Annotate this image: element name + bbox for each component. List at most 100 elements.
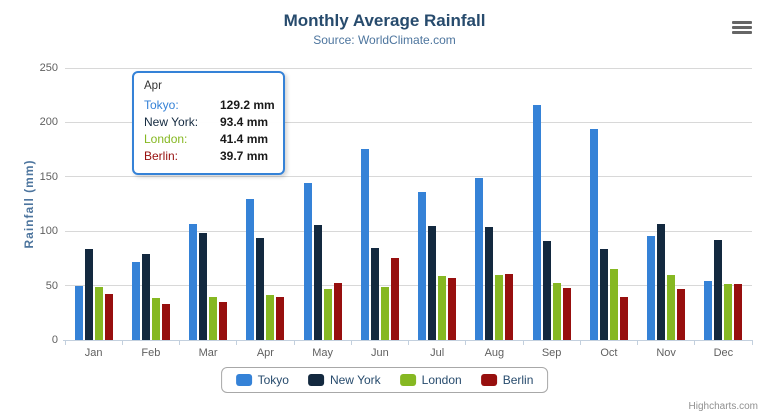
legend-item-london[interactable]: London: [399, 373, 462, 387]
bar-tokyo-feb[interactable]: [131, 262, 140, 340]
bar-new-york-feb[interactable]: [141, 254, 150, 340]
hamburger-icon: [732, 26, 752, 29]
bar-berlin-jan[interactable]: [104, 293, 113, 340]
bar-new-york-jan[interactable]: [84, 249, 93, 340]
y-axis-tick-label: 200: [39, 116, 58, 129]
bar-berlin-may[interactable]: [333, 282, 342, 340]
x-axis-tick: [179, 340, 180, 345]
tooltip-row: New York: 93.4 mm: [144, 114, 273, 131]
gridline: [65, 121, 752, 123]
x-axis-label-dec: Dec: [713, 347, 734, 359]
bar-group-jan: [65, 68, 122, 340]
x-axis-label-oct: Oct: [600, 347, 618, 359]
x-axis-line: [63, 339, 752, 341]
y-axis-tick-label: 50: [45, 279, 58, 292]
x-axis-label-nov: Nov: [656, 347, 676, 359]
tooltip-series-label: Berlin:: [144, 149, 179, 163]
bar-berlin-feb[interactable]: [161, 303, 170, 340]
legend-swatch-icon: [307, 374, 324, 386]
bar-london-mar[interactable]: [209, 297, 218, 340]
legend-item-berlin[interactable]: Berlin: [480, 373, 533, 387]
tooltip-series-label: Tokyo:: [144, 98, 179, 112]
bar-tokyo-nov[interactable]: [647, 236, 656, 340]
y-axis-tick-label: 100: [39, 225, 58, 238]
bar-new-york-nov[interactable]: [657, 224, 666, 340]
bar-group-jul: [409, 68, 466, 340]
bar-group-apr: [237, 68, 294, 340]
bar-tokyo-jan[interactable]: [74, 285, 83, 340]
bar-london-dec[interactable]: [724, 284, 733, 340]
bar-new-york-jul[interactable]: [428, 225, 437, 340]
gridline: [65, 67, 752, 69]
bar-new-york-oct[interactable]: [599, 249, 608, 340]
tooltip-series-value: 129.2 mm: [220, 98, 275, 112]
credits-link[interactable]: Highcharts.com: [688, 401, 758, 412]
x-axis-tick: [465, 340, 467, 345]
bar-new-york-jun[interactable]: [370, 248, 379, 340]
bar-tokyo-sep[interactable]: [532, 104, 541, 340]
y-axis-tick-label: 0: [51, 334, 58, 346]
tooltip-row: Tokyo: 129.2 mm: [144, 97, 275, 114]
bar-london-jan[interactable]: [94, 286, 103, 340]
gridline: [65, 230, 752, 232]
legend-item-tokyo[interactable]: Tokyo: [235, 373, 289, 387]
x-axis-label-mar: Mar: [198, 347, 218, 359]
legend-swatch-icon: [480, 374, 497, 386]
x-axis-tick: [637, 340, 638, 345]
bar-london-jul[interactable]: [438, 275, 447, 340]
bar-berlin-oct[interactable]: [619, 297, 628, 340]
tooltip: Apr Tokyo: 129.2 mm New York: 93.4 mm London…: [132, 71, 285, 175]
bar-tokyo-oct[interactable]: [589, 128, 598, 340]
bar-new-york-sep[interactable]: [542, 240, 551, 340]
bar-berlin-nov[interactable]: [677, 289, 686, 340]
bar-berlin-jul[interactable]: [448, 277, 457, 340]
x-axis-tick: [121, 340, 123, 345]
bar-tokyo-mar[interactable]: [189, 224, 198, 340]
bar-london-nov[interactable]: [667, 275, 676, 340]
bar-berlin-apr[interactable]: [276, 296, 285, 340]
x-axis-tick: [579, 340, 581, 345]
bar-london-oct[interactable]: [609, 269, 618, 340]
bar-new-york-may[interactable]: [313, 224, 322, 340]
bar-london-apr[interactable]: [266, 294, 275, 340]
legend-label: London: [421, 373, 462, 387]
bar-berlin-jun[interactable]: [390, 257, 399, 340]
x-axis-tick: [522, 340, 524, 345]
bar-group-aug: [466, 68, 523, 340]
bar-tokyo-aug[interactable]: [475, 178, 484, 340]
bar-new-york-aug[interactable]: [485, 226, 494, 340]
hamburger-icon: [732, 31, 752, 34]
bar-london-may[interactable]: [323, 288, 332, 340]
page-title: Monthly Average Rainfall: [283, 11, 486, 30]
bar-berlin-dec[interactable]: [734, 284, 743, 340]
bar-berlin-sep[interactable]: [562, 288, 571, 340]
bar-new-york-apr[interactable]: [256, 238, 265, 340]
bar-berlin-mar[interactable]: [219, 302, 228, 340]
bar-tokyo-apr[interactable]: [246, 199, 255, 340]
y-axis-tick-label: 250: [39, 62, 58, 74]
legend-item-new-york[interactable]: New York: [307, 373, 381, 387]
bar-new-york-mar[interactable]: [199, 232, 208, 340]
hamburger-icon: [732, 21, 752, 24]
bar-tokyo-jun[interactable]: [360, 148, 369, 340]
bar-london-aug[interactable]: [495, 275, 504, 340]
bar-london-jun[interactable]: [380, 287, 389, 340]
bar-group-sep: [523, 68, 580, 340]
bar-group-mar: [180, 68, 237, 340]
tooltip-series-value: 93.4 mm: [220, 115, 269, 129]
bar-london-sep[interactable]: [552, 283, 561, 340]
bar-group-dec: [695, 68, 752, 340]
bar-tokyo-may[interactable]: [303, 183, 312, 340]
x-axis-label-jul: Jul: [430, 347, 445, 359]
x-axis-label-apr: Apr: [256, 347, 274, 359]
context-menu-button[interactable]: [732, 21, 752, 36]
legend: Tokyo New York London Berlin: [220, 367, 549, 393]
bar-tokyo-dec[interactable]: [704, 280, 713, 340]
tooltip-series-value: 39.7 mm: [220, 149, 269, 163]
bar-tokyo-jul[interactable]: [418, 192, 427, 340]
bar-london-feb[interactable]: [151, 297, 160, 340]
x-axis-label-may: May: [312, 347, 334, 359]
bar-new-york-dec[interactable]: [714, 239, 723, 340]
bar-berlin-aug[interactable]: [505, 274, 514, 340]
y-axis-tick-label: 150: [39, 170, 58, 183]
